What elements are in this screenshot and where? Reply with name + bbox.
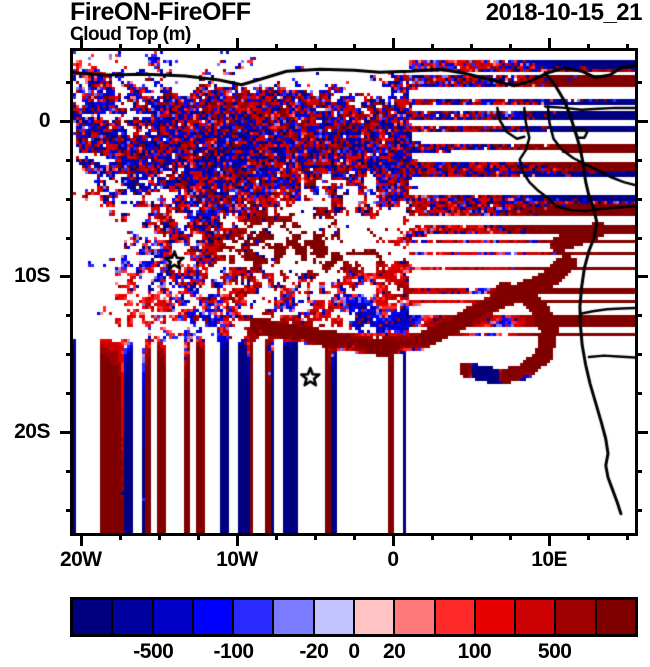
x-tick-top xyxy=(80,38,83,51)
colorbar-segment-6 xyxy=(314,600,355,634)
x-tick-bottom xyxy=(431,533,434,540)
y-tick-right xyxy=(635,81,642,84)
x-tick-bottom xyxy=(509,533,512,540)
y-tick-left xyxy=(60,120,73,123)
x-tick-bottom xyxy=(236,533,239,546)
x-tick-top xyxy=(431,44,434,51)
y-tick-left xyxy=(60,275,73,278)
x-tick-bottom xyxy=(314,533,317,540)
colorbar-segment-10 xyxy=(475,600,517,634)
y-tick-right xyxy=(635,353,642,356)
x-tick-top xyxy=(236,38,239,51)
colorbar-segment-11 xyxy=(516,600,557,634)
x-tick-bottom xyxy=(392,533,395,546)
colorbar-segment-8 xyxy=(395,600,436,634)
x-axis-label-3: 10E xyxy=(531,548,568,571)
colorbar-segment-0 xyxy=(73,600,114,634)
colorbar-segment-7 xyxy=(354,600,396,634)
variable-label: Cloud Top (m) xyxy=(70,24,191,45)
x-tick-bottom xyxy=(548,533,551,546)
x-axis-label-1: 10W xyxy=(216,548,258,571)
x-tick-top xyxy=(626,44,629,51)
map-data-layer xyxy=(73,51,635,533)
x-tick-bottom xyxy=(587,533,590,540)
y-axis-label-1: 10S xyxy=(14,264,50,288)
x-tick-top xyxy=(509,44,512,51)
y-tick-right xyxy=(635,314,642,317)
y-tick-left xyxy=(66,198,73,201)
colorbar-label-2: -20 xyxy=(299,640,329,663)
y-tick-right xyxy=(635,431,648,434)
x-axis-label-0: 20W xyxy=(59,548,102,571)
y-tick-right xyxy=(635,509,642,512)
y-tick-left xyxy=(66,470,73,473)
x-tick-bottom xyxy=(626,533,629,540)
colorbar-label-4: 20 xyxy=(382,640,406,663)
colorbar-segment-13 xyxy=(596,600,635,634)
colorbar xyxy=(70,597,638,637)
x-tick-top xyxy=(275,44,278,51)
y-tick-right xyxy=(635,275,648,278)
y-tick-left xyxy=(66,509,73,512)
colorbar-segment-3 xyxy=(193,600,235,634)
x-tick-top xyxy=(548,38,551,51)
x-tick-top xyxy=(158,44,161,51)
map-plot-area xyxy=(70,48,638,536)
x-tick-top xyxy=(119,44,122,51)
y-tick-right xyxy=(635,159,642,162)
colorbar-segment-1 xyxy=(113,600,154,634)
x-tick-top xyxy=(314,44,317,51)
colorbar-label-3: 0 xyxy=(348,640,360,663)
y-tick-right xyxy=(635,198,642,201)
x-tick-bottom xyxy=(80,533,83,546)
colorbar-label-0: -500 xyxy=(133,640,174,663)
timestamp-label: 2018-10-15_21 xyxy=(485,0,643,26)
x-tick-bottom xyxy=(158,533,161,540)
colorbar-label-1: -100 xyxy=(213,640,255,663)
y-tick-right xyxy=(635,237,642,240)
x-tick-top xyxy=(392,38,395,51)
y-tick-right xyxy=(635,120,648,123)
y-tick-left xyxy=(66,159,73,162)
y-tick-left xyxy=(66,81,73,84)
y-tick-right xyxy=(635,392,642,395)
colorbar-label-5: 100 xyxy=(457,640,492,663)
colorbar-tick-labels: -500 -100 -20 0 20 100 500 xyxy=(70,640,638,666)
x-tick-top xyxy=(353,44,356,51)
x-tick-bottom xyxy=(353,533,356,540)
x-axis-label-2: 0 xyxy=(387,548,399,571)
colorbar-segment-4 xyxy=(234,600,275,634)
y-tick-left xyxy=(60,431,73,434)
y-tick-left xyxy=(66,237,73,240)
page-title: FireON-FireOFF xyxy=(70,0,251,26)
y-tick-left xyxy=(66,392,73,395)
y-axis-label-0: 0 xyxy=(38,108,51,132)
x-tick-top xyxy=(470,44,473,51)
x-tick-top xyxy=(587,44,590,51)
x-tick-bottom xyxy=(275,533,278,540)
colorbar-segment-12 xyxy=(556,600,597,634)
colorbar-segment-5 xyxy=(274,600,315,634)
colorbar-segment-2 xyxy=(153,600,194,634)
y-tick-right xyxy=(635,470,642,473)
x-tick-bottom xyxy=(470,533,473,540)
x-tick-top xyxy=(197,44,200,51)
colorbar-segment-9 xyxy=(435,600,476,634)
y-tick-left xyxy=(66,353,73,356)
x-tick-bottom xyxy=(197,533,200,540)
y-tick-left xyxy=(66,314,73,317)
x-tick-bottom xyxy=(119,533,122,540)
colorbar-label-6: 500 xyxy=(537,640,572,663)
y-axis-label-2: 20S xyxy=(14,419,50,443)
